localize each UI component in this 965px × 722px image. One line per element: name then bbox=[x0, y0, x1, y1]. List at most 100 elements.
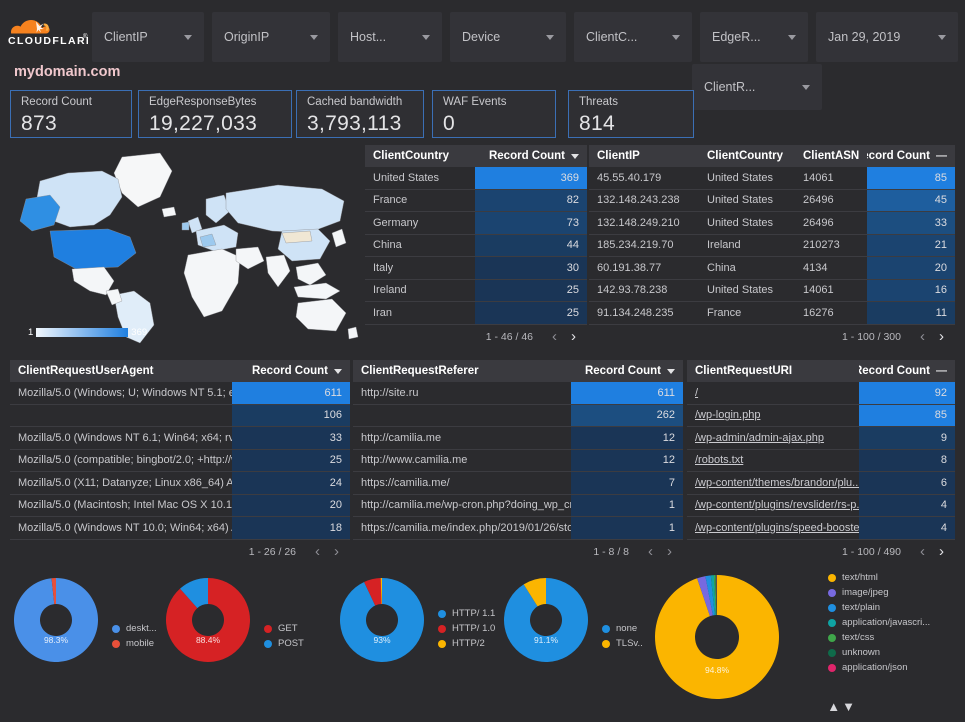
donut-slice[interactable] bbox=[504, 578, 588, 662]
cell-uri[interactable]: /robots.txt bbox=[695, 454, 744, 467]
table-row[interactable]: 45.55.40.179 United States 14061 85 bbox=[589, 167, 955, 190]
cell-uri[interactable]: /wp-admin/admin-ajax.php bbox=[695, 431, 825, 444]
table-row[interactable]: /wp-content/plugins/revslider/rs-p... 4 bbox=[687, 494, 955, 517]
legend-item[interactable]: image/jpeg bbox=[828, 587, 930, 598]
donut-slice[interactable] bbox=[364, 578, 382, 606]
table-row[interactable]: /wp-content/themes/brandon/plu... 6 bbox=[687, 472, 955, 495]
table-row[interactable]: Mozilla/5.0 (Windows NT 10.0; Win64; x64… bbox=[10, 517, 350, 540]
donut-slice[interactable] bbox=[697, 576, 713, 617]
column-header-record-count[interactable]: Record Count bbox=[232, 365, 350, 377]
table-row[interactable]: Italy 30 bbox=[365, 257, 587, 280]
table-row[interactable]: France 82 bbox=[365, 189, 587, 212]
table-row[interactable]: Iran 25 bbox=[365, 302, 587, 325]
table-row[interactable]: Mozilla/5.0 (X11; Datanyze; Linux x86_64… bbox=[10, 472, 350, 495]
table-row[interactable]: /wp-content/plugins/speed-booste... 4 bbox=[687, 517, 955, 540]
prev-page-button[interactable]: ‹ bbox=[552, 328, 557, 345]
table-row[interactable]: 132.148.249.210 United States 26496 33 bbox=[589, 212, 955, 235]
world-choropleth-map[interactable]: 1 369 bbox=[10, 145, 360, 350]
legend-item[interactable]: application/json bbox=[828, 662, 930, 673]
legend-item[interactable]: mobile bbox=[112, 638, 157, 649]
cell-uri[interactable]: /wp-content/plugins/revslider/rs-p... bbox=[695, 499, 859, 512]
next-page-button[interactable]: › bbox=[667, 543, 672, 560]
donut-slice[interactable] bbox=[523, 578, 546, 607]
table-row[interactable]: Germany 73 bbox=[365, 212, 587, 235]
column-header-useragent[interactable]: ClientRequestUserAgent bbox=[18, 365, 154, 377]
column-header-referer[interactable]: ClientRequestReferer bbox=[361, 365, 479, 377]
table-row[interactable]: https://camilia.me/7 bbox=[353, 472, 683, 495]
prev-page-button[interactable]: ‹ bbox=[920, 543, 925, 560]
legend-item[interactable]: text/plain bbox=[828, 602, 930, 613]
column-header-clientcountry[interactable]: ClientCountry bbox=[373, 150, 450, 162]
table-row[interactable]: http://site.ru 611 bbox=[353, 382, 683, 405]
table-row[interactable]: 142.93.78.238 United States 14061 16 bbox=[589, 279, 955, 302]
table-row[interactable]: 185.234.219.70 Ireland 210273 21 bbox=[589, 234, 955, 257]
column-header-record-count[interactable]: Record Count— bbox=[867, 150, 947, 162]
next-page-button[interactable]: › bbox=[939, 328, 944, 345]
donut-slice[interactable] bbox=[51, 578, 56, 605]
donut-slice[interactable] bbox=[715, 575, 717, 616]
column-header-clientcountry[interactable]: ClientCountry bbox=[707, 150, 784, 162]
donut-slice[interactable] bbox=[380, 578, 382, 605]
table-row[interactable]: Ireland 25 bbox=[365, 279, 587, 302]
filter-clientip[interactable]: ClientIP bbox=[92, 12, 204, 62]
legend-item[interactable]: HTTP/ 1.1 bbox=[438, 608, 495, 619]
table-row[interactable]: https://camilia.me/index.php/2019/01/26/… bbox=[353, 517, 683, 540]
chart-request-method[interactable]: 88.4% bbox=[166, 578, 250, 662]
donut-slice[interactable] bbox=[655, 575, 779, 699]
cell-uri[interactable]: /wp-content/themes/brandon/plu... bbox=[695, 476, 859, 489]
legend-item[interactable]: text/css bbox=[828, 632, 930, 643]
table-row[interactable]: 60.191.38.77 China 4134 20 bbox=[589, 257, 955, 280]
table-row[interactable]: Mozilla/5.0 (Windows NT 6.1; Win64; x64;… bbox=[10, 427, 350, 450]
legend-item[interactable]: HTTP/ 1.0 bbox=[438, 623, 495, 634]
legend-item[interactable]: unknown bbox=[828, 647, 930, 658]
table-row[interactable]: / 92 bbox=[687, 382, 955, 405]
prev-page-button[interactable]: ‹ bbox=[315, 543, 320, 560]
legend-item[interactable]: HTTP/2 bbox=[438, 638, 495, 649]
table-row[interactable]: 91.134.248.235 France 16276 11 bbox=[589, 302, 955, 325]
column-header-record-count[interactable]: Record Count bbox=[475, 150, 587, 162]
filter-date-range[interactable]: Jan 29, 2019 bbox=[816, 12, 958, 62]
filter-clientrequest[interactable]: ClientR... bbox=[692, 64, 822, 110]
filter-host[interactable]: Host... bbox=[338, 12, 442, 62]
donut-slice[interactable] bbox=[710, 575, 716, 616]
legend-item[interactable]: none bbox=[602, 623, 643, 634]
legend-item[interactable]: deskt... bbox=[112, 623, 157, 634]
filter-edgeresponse[interactable]: EdgeR... bbox=[700, 12, 808, 62]
donut-slice[interactable] bbox=[14, 578, 98, 662]
table-row[interactable]: United States 369 bbox=[365, 167, 587, 190]
next-page-button[interactable]: › bbox=[334, 543, 339, 560]
donut-slice[interactable] bbox=[713, 575, 717, 616]
column-header-record-count[interactable]: Record Count— bbox=[859, 365, 947, 377]
donut-slice[interactable] bbox=[705, 575, 715, 616]
table-row[interactable]: /robots.txt 8 bbox=[687, 449, 955, 472]
table-row[interactable]: Mozilla/5.0 (Windows; U; Windows NT 5.1;… bbox=[10, 382, 350, 405]
prev-page-button[interactable]: ‹ bbox=[920, 328, 925, 345]
table-row[interactable]: /wp-admin/admin-ajax.php 9 bbox=[687, 427, 955, 450]
filter-device[interactable]: Device bbox=[450, 12, 566, 62]
table-row[interactable]: 262 bbox=[353, 404, 683, 427]
donut-slice[interactable] bbox=[340, 578, 424, 662]
chart-device-type[interactable]: 98.3% bbox=[14, 578, 98, 662]
legend-item[interactable]: text/html bbox=[828, 572, 930, 583]
cell-uri[interactable]: /wp-content/plugins/speed-booste... bbox=[695, 521, 859, 534]
legend-item[interactable]: GET bbox=[264, 623, 304, 634]
table-row[interactable]: http://camilia.me/wp-cron.php?doing_wp_c… bbox=[353, 494, 683, 517]
legend-item[interactable]: TLSv.. bbox=[602, 638, 643, 649]
table-row[interactable]: http://camilia.me 12 bbox=[353, 427, 683, 450]
next-page-button[interactable]: › bbox=[939, 543, 944, 560]
prev-page-button[interactable]: ‹ bbox=[648, 543, 653, 560]
donut-slice[interactable] bbox=[166, 578, 250, 662]
legend-item[interactable]: POST bbox=[264, 638, 304, 649]
table-row[interactable]: China 44 bbox=[365, 234, 587, 257]
table-row[interactable]: Mozilla/5.0 (Macintosh; Intel Mac OS X 1… bbox=[10, 494, 350, 517]
cell-uri[interactable]: / bbox=[695, 386, 699, 399]
filter-originip[interactable]: OriginIP bbox=[212, 12, 330, 62]
table-row[interactable]: 132.148.243.238 United States 26496 45 bbox=[589, 189, 955, 212]
column-header-clientasn[interactable]: ClientASN bbox=[803, 150, 860, 162]
donut-slice[interactable] bbox=[180, 578, 208, 609]
table-row[interactable]: Mozilla/5.0 (compatible; bingbot/2.0; +h… bbox=[10, 449, 350, 472]
table-row[interactable]: http://www.camilia.me 12 bbox=[353, 449, 683, 472]
chart-tls-version[interactable]: 91.1% bbox=[504, 578, 588, 662]
legend-item[interactable]: application/javascri... bbox=[828, 617, 930, 628]
filter-clientcountry[interactable]: ClientC... bbox=[574, 12, 692, 62]
